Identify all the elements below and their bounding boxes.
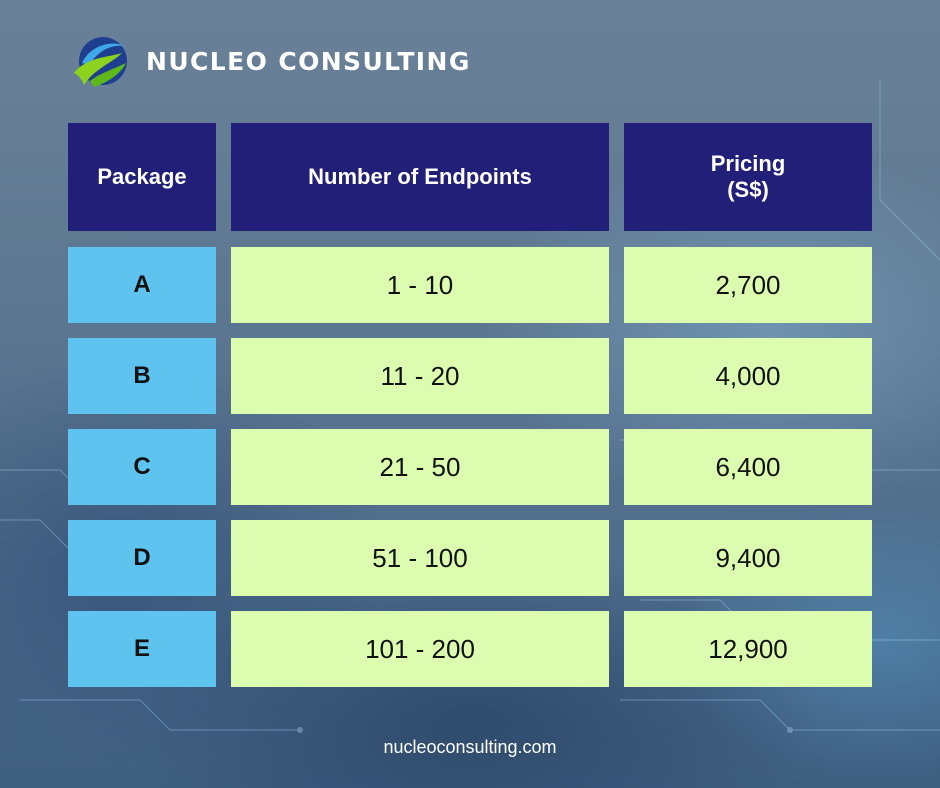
endpoints-cell: 21 - 50 bbox=[231, 429, 609, 505]
header-pricing-label: Pricing bbox=[710, 151, 786, 176]
header-pricing-currency: (S$) bbox=[727, 177, 769, 202]
header-number-of-endpoints: Number of Endpoints bbox=[231, 123, 609, 231]
package-cell: A bbox=[68, 247, 216, 323]
package-cell: D bbox=[68, 520, 216, 596]
price-cell: 2,700 bbox=[624, 247, 872, 323]
endpoints-cell: 11 - 20 bbox=[231, 338, 609, 414]
price-cell: 12,900 bbox=[624, 611, 872, 687]
footer-website: nucleoconsulting.com bbox=[383, 737, 557, 757]
endpoints-cell: 1 - 10 bbox=[231, 247, 609, 323]
price-cell: 9,400 bbox=[624, 520, 872, 596]
nucleo-swoosh-logo-icon bbox=[74, 37, 127, 87]
package-cell: E bbox=[68, 611, 216, 687]
package-cell: B bbox=[68, 338, 216, 414]
endpoints-cell: 51 - 100 bbox=[231, 520, 609, 596]
brand-logo: NUCLEO CONSULTING bbox=[70, 33, 471, 89]
price-cell: 6,400 bbox=[624, 429, 872, 505]
brand-name: NUCLEO CONSULTING bbox=[146, 46, 471, 76]
header-pricing: Pricing (S$) bbox=[624, 123, 872, 231]
header-package: Package bbox=[68, 123, 216, 231]
package-cell: C bbox=[68, 429, 216, 505]
price-cell: 4,000 bbox=[624, 338, 872, 414]
endpoints-cell: 101 - 200 bbox=[231, 611, 609, 687]
